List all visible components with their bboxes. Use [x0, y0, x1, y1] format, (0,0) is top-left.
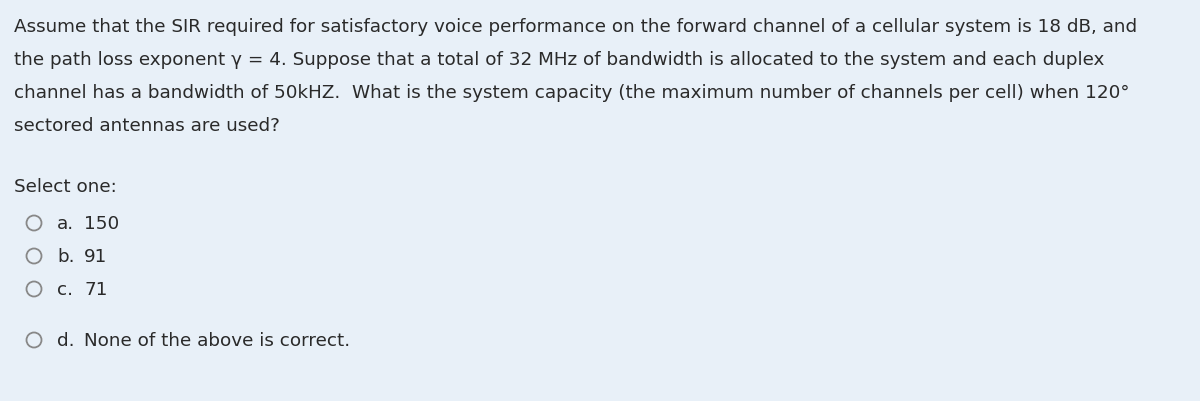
Text: Assume that the SIR required for satisfactory voice performance on the forward c: Assume that the SIR required for satisfa… [14, 18, 1138, 36]
Text: sectored antennas are used?: sectored antennas are used? [14, 117, 280, 135]
Text: 71: 71 [84, 280, 108, 298]
Text: b.: b. [58, 247, 74, 265]
Text: c.: c. [58, 280, 73, 298]
Text: Select one:: Select one: [14, 178, 116, 196]
Text: 150: 150 [84, 215, 119, 233]
Text: d.: d. [58, 331, 74, 349]
Text: channel has a bandwidth of 50kHZ.  What is the system capacity (the maximum numb: channel has a bandwidth of 50kHZ. What i… [14, 84, 1129, 102]
Text: 91: 91 [84, 247, 107, 265]
Text: the path loss exponent γ = 4. Suppose that a total of 32 MHz of bandwidth is all: the path loss exponent γ = 4. Suppose th… [14, 51, 1104, 69]
Text: None of the above is correct.: None of the above is correct. [84, 331, 350, 349]
Text: a.: a. [58, 215, 74, 233]
